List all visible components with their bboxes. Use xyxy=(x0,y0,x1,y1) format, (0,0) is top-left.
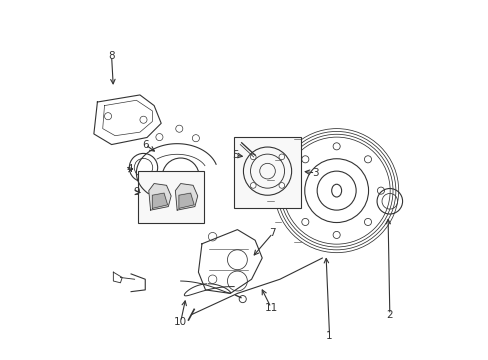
Text: 3: 3 xyxy=(311,168,318,178)
Text: 4: 4 xyxy=(126,165,132,174)
Text: 5: 5 xyxy=(232,150,239,160)
Text: 1: 1 xyxy=(325,331,332,341)
Text: 7: 7 xyxy=(269,228,276,238)
Text: 9: 9 xyxy=(133,188,140,197)
Text: 11: 11 xyxy=(264,303,277,312)
Circle shape xyxy=(250,183,256,188)
Text: 8: 8 xyxy=(108,51,115,61)
Polygon shape xyxy=(179,193,194,208)
Text: 10: 10 xyxy=(174,317,187,327)
Text: 6: 6 xyxy=(142,140,148,149)
FancyBboxPatch shape xyxy=(138,171,203,222)
FancyBboxPatch shape xyxy=(233,138,301,208)
Text: 2: 2 xyxy=(386,310,392,320)
Circle shape xyxy=(279,154,284,160)
Circle shape xyxy=(279,183,284,188)
Polygon shape xyxy=(152,193,167,208)
Polygon shape xyxy=(175,184,197,210)
Circle shape xyxy=(250,154,256,160)
Polygon shape xyxy=(148,184,171,210)
